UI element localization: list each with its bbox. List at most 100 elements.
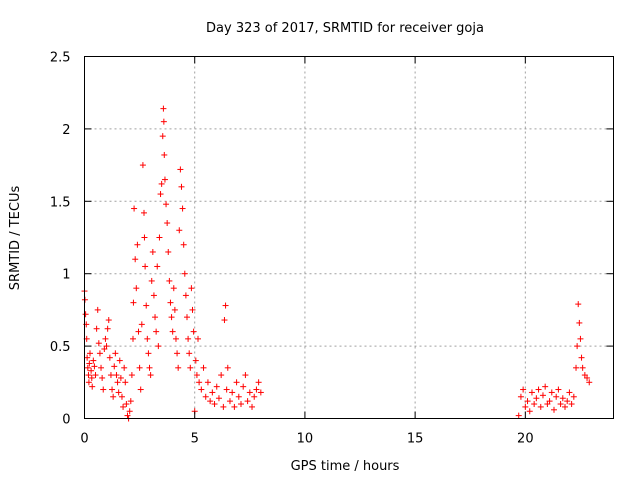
data-point xyxy=(570,393,577,400)
data-point xyxy=(186,350,193,357)
data-point xyxy=(113,372,120,379)
y-axis-label: SRMTID / TECUs xyxy=(8,186,23,291)
data-point xyxy=(215,395,222,402)
data-point xyxy=(187,364,194,371)
data-point xyxy=(126,408,133,415)
data-point xyxy=(524,398,531,405)
data-point xyxy=(104,325,111,332)
data-point xyxy=(117,374,124,381)
data-point xyxy=(182,292,189,299)
data-point xyxy=(515,412,522,419)
data-point xyxy=(130,299,137,306)
data-point xyxy=(209,389,216,396)
data-point xyxy=(153,328,160,335)
data-point xyxy=(223,386,230,393)
data-point xyxy=(542,383,549,390)
data-point xyxy=(183,314,190,321)
data-point xyxy=(562,403,569,410)
data-point xyxy=(193,372,200,379)
y-tick-label: 1 xyxy=(62,268,70,283)
data-point xyxy=(568,401,575,408)
y-tick-label: 0.5 xyxy=(50,340,71,355)
data-point xyxy=(195,335,202,342)
data-point xyxy=(229,389,236,396)
data-point xyxy=(155,343,162,350)
x-tick-label: 15 xyxy=(407,432,424,447)
data-point xyxy=(143,302,150,309)
data-point xyxy=(122,379,129,386)
y-tick-label: 2.5 xyxy=(50,51,71,66)
data-point xyxy=(553,393,560,400)
data-point xyxy=(253,386,260,393)
data-point xyxy=(202,393,209,400)
data-point xyxy=(176,227,183,234)
data-point xyxy=(586,379,593,386)
data-point xyxy=(520,386,527,393)
data-point xyxy=(136,364,143,371)
data-point xyxy=(548,389,555,396)
data-point xyxy=(166,277,173,284)
data-point xyxy=(150,292,157,299)
data-point xyxy=(123,401,130,408)
data-point xyxy=(114,379,121,386)
data-point xyxy=(564,398,571,405)
data-point xyxy=(190,328,197,335)
data-point xyxy=(135,328,142,335)
data-point xyxy=(139,162,146,169)
data-point xyxy=(161,151,168,158)
data-point xyxy=(171,306,178,313)
data-point xyxy=(218,372,225,379)
data-point xyxy=(111,363,118,370)
data-point xyxy=(110,393,117,400)
data-point xyxy=(133,285,140,292)
data-point xyxy=(93,325,100,332)
data-point xyxy=(170,285,177,292)
data-point xyxy=(91,363,98,370)
data-point xyxy=(89,383,96,390)
y-tick-label: 0 xyxy=(62,413,70,428)
data-point xyxy=(112,350,119,357)
data-point xyxy=(533,395,540,402)
data-point xyxy=(105,317,112,324)
data-point xyxy=(85,372,92,379)
data-point xyxy=(87,350,94,357)
data-point xyxy=(115,389,122,396)
data-point xyxy=(242,372,249,379)
data-point xyxy=(159,133,166,140)
data-point xyxy=(165,248,172,255)
data-point xyxy=(160,118,167,125)
data-point xyxy=(204,379,211,386)
data-point xyxy=(131,205,138,212)
data-point xyxy=(178,183,185,190)
data-point xyxy=(526,408,533,415)
data-point xyxy=(152,314,159,321)
data-point xyxy=(158,180,165,187)
data-point xyxy=(147,372,154,379)
data-point xyxy=(575,301,582,308)
data-point xyxy=(231,403,238,410)
data-point xyxy=(555,386,562,393)
data-point xyxy=(240,383,247,390)
data-point xyxy=(142,263,149,270)
data-point xyxy=(95,340,102,347)
data-point xyxy=(522,403,529,410)
data-point xyxy=(172,335,179,342)
data-point xyxy=(107,372,114,379)
points-layer xyxy=(81,105,593,422)
data-point xyxy=(578,354,585,361)
data-point xyxy=(224,364,231,371)
data-point xyxy=(88,374,95,381)
data-point xyxy=(537,403,544,410)
data-point xyxy=(185,335,192,342)
data-point xyxy=(161,176,168,183)
data-point xyxy=(84,354,91,361)
data-point xyxy=(244,398,251,405)
data-point xyxy=(175,364,182,371)
data-point xyxy=(132,256,139,263)
x-axis-label: GPS time / hours xyxy=(291,459,400,474)
data-point xyxy=(103,343,110,350)
data-point xyxy=(168,314,175,321)
ticks-layer: 0 5 10 15 20 0 0.5 1 1.5 2 2.5 xyxy=(50,51,614,447)
data-point xyxy=(88,367,95,374)
y-tick-label: 1.5 xyxy=(50,195,71,210)
